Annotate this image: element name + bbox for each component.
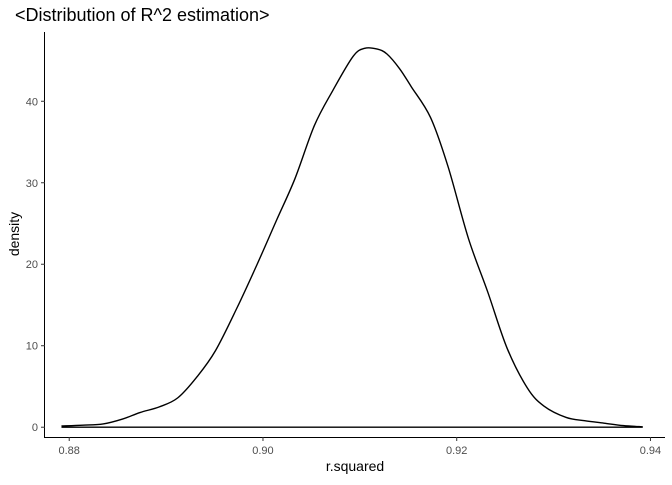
y-axis-title: density [6, 212, 22, 256]
x-axis-title: r.squared [326, 458, 384, 474]
x-tick-label: 0.90 [252, 445, 273, 457]
y-tick-label: 10 [26, 341, 38, 353]
chart-title: <Distribution of R^2 estimation> [15, 5, 270, 25]
y-tick-label: 30 [26, 178, 38, 190]
y-tick-label: 40 [26, 96, 38, 108]
y-axis-ticks: 0 10 20 30 40 [26, 96, 45, 434]
x-axis-ticks: 0.88 0.90 0.92 0.94 [59, 437, 661, 457]
y-tick-label: 20 [26, 259, 38, 271]
y-tick-label: 0 [32, 422, 38, 434]
x-tick-label: 0.92 [446, 445, 467, 457]
density-curve [61, 47, 643, 428]
x-tick-label: 0.88 [59, 445, 80, 457]
plot-area [61, 47, 643, 428]
x-tick-label: 0.94 [640, 445, 661, 457]
